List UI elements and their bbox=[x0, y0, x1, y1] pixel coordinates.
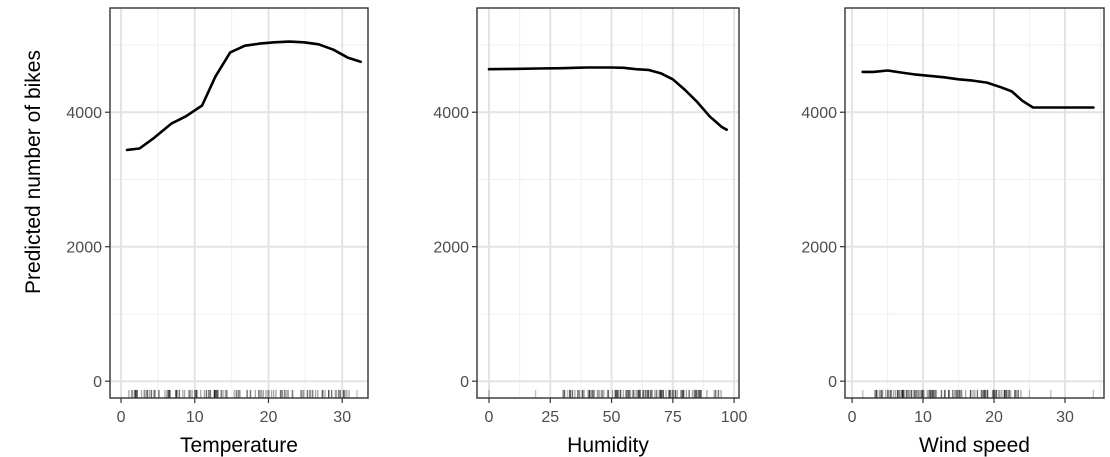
x-tick-label: 30 bbox=[1056, 409, 1074, 426]
x-tick-label: 0 bbox=[485, 409, 494, 426]
x-axis-label: Wind speed bbox=[919, 434, 1030, 457]
rug-marks bbox=[128, 389, 358, 398]
shared-y-axis-label: Predicted number of bikes bbox=[22, 50, 45, 294]
panel-border bbox=[476, 7, 740, 399]
panel-background bbox=[110, 8, 368, 398]
x-tick-label: 0 bbox=[848, 409, 857, 426]
x-tick-label: 0 bbox=[117, 409, 126, 426]
rug-marks bbox=[488, 389, 722, 398]
x-tick-label: 50 bbox=[603, 409, 621, 426]
panel-border bbox=[844, 7, 1105, 399]
series-line bbox=[487, 66, 729, 131]
x-tick-label: 75 bbox=[664, 409, 682, 426]
y-tick-label: 2000 bbox=[66, 240, 102, 257]
y-tick-label: 4000 bbox=[801, 105, 837, 122]
y-tick-label: 4000 bbox=[66, 105, 102, 122]
x-tick-label: 30 bbox=[333, 409, 351, 426]
rug-marks bbox=[862, 389, 1095, 398]
panel-humidity: 0 2000 4000 0 25 50 75 100 Humidity bbox=[433, 7, 748, 457]
y-tick-label: 0 bbox=[93, 374, 102, 391]
panel-border bbox=[109, 7, 369, 399]
x-tick-label: 10 bbox=[186, 409, 204, 426]
x-tick-label: 25 bbox=[541, 409, 559, 426]
y-tick-label: 0 bbox=[460, 374, 469, 391]
x-tick-label: 20 bbox=[985, 409, 1003, 426]
x-axis-label: Humidity bbox=[567, 434, 649, 457]
y-tick-label: 2000 bbox=[433, 240, 469, 257]
y-tick-label: 2000 bbox=[801, 240, 837, 257]
panel-temperature: 0 2000 4000 0 10 20 30 Temperature bbox=[66, 7, 369, 457]
panel-wind-speed: 0 2000 4000 0 10 20 30 Wind speed bbox=[801, 7, 1105, 457]
series-line bbox=[125, 40, 362, 152]
x-tick-label: 10 bbox=[914, 409, 932, 426]
x-tick-label: 100 bbox=[721, 409, 748, 426]
x-axis-label: Temperature bbox=[180, 434, 298, 457]
series-line bbox=[861, 69, 1095, 109]
y-tick-label: 0 bbox=[828, 374, 837, 391]
panel-background bbox=[477, 8, 739, 398]
y-tick-label: 4000 bbox=[433, 105, 469, 122]
x-tick-label: 20 bbox=[260, 409, 278, 426]
